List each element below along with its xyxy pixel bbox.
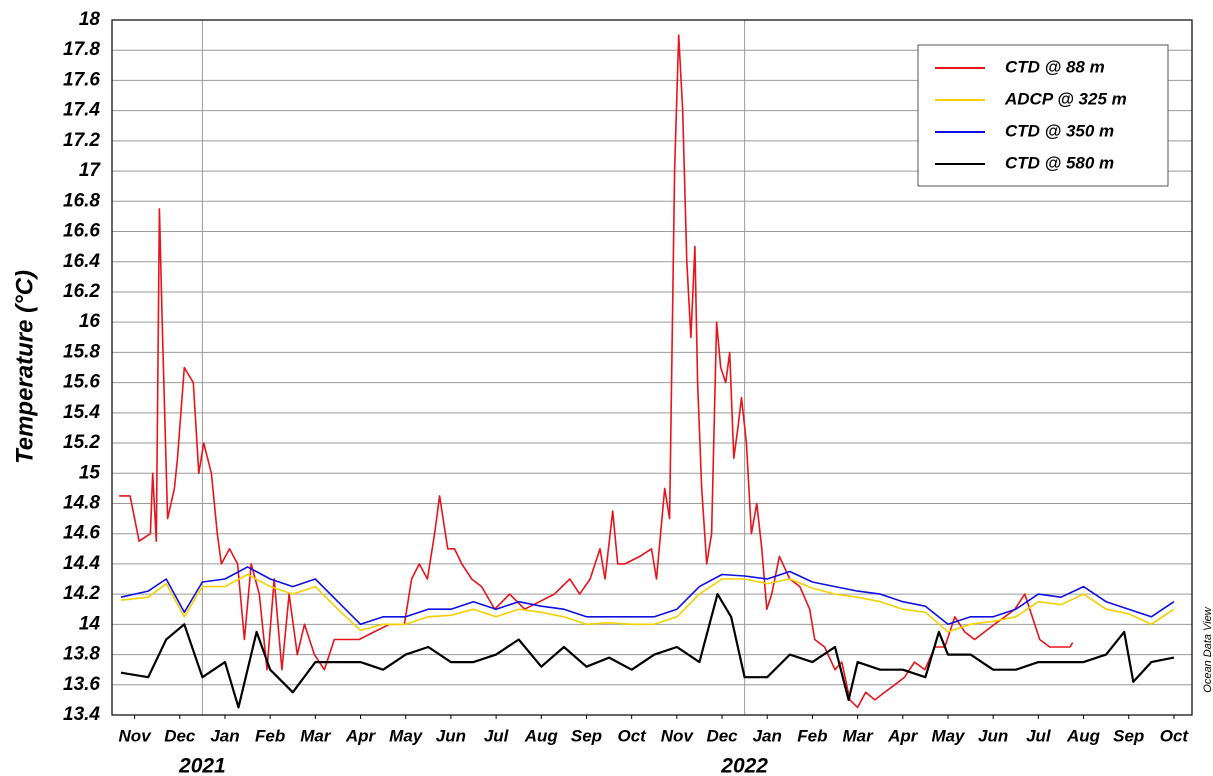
x-tick-label: Nov [661,726,695,745]
legend-label: ADCP @ 325 m [1004,89,1127,108]
x-tick-label: Jul [1026,726,1052,745]
x-tick-label: Oct [1160,726,1190,745]
y-tick-label: 16.2 [63,281,100,302]
x-tick-label: Mar [300,726,332,745]
y-tick-label: 13.4 [63,704,100,725]
y-axis-title: Temperature (°C) [11,270,38,464]
y-tick-label: 14.2 [63,583,100,604]
y-tick-label: 17.6 [63,69,100,90]
series-line [120,566,1175,626]
x-tick-label: Jun [436,726,466,745]
x-tick-label: Sep [571,726,602,745]
x-tick-label: Nov [119,726,153,745]
x-tick-label: Feb [255,726,285,745]
x-tick-label: Dec [706,726,738,745]
year-label: 2021 [178,755,226,776]
x-tick-label: May [389,726,424,745]
x-tick-label: Jan [753,726,782,745]
series-line [120,573,1175,633]
watermark: Ocean Data View [1202,606,1213,692]
y-tick-label: 16.4 [63,251,100,272]
x-tick-label: Apr [887,726,919,745]
y-tick-label: 17 [79,160,102,181]
plot-frame [111,19,1193,716]
y-tick-label: 13.8 [63,644,100,665]
legend-label: CTD @ 88 m [1005,57,1105,76]
x-tick-label: May [931,726,966,745]
legend-label: CTD @ 350 m [1005,121,1114,140]
y-tick-label: 18 [79,9,101,30]
legend-label: CTD @ 580 m [1005,153,1114,172]
year-label: 2022 [720,755,768,776]
x-tick-label: Mar [842,726,874,745]
x-tick-label: Apr [345,726,377,745]
y-tick-label: 15.6 [63,372,100,393]
y-tick-label: 14.8 [63,492,100,513]
x-tick-label: Oct [617,726,647,745]
y-tick-label: 17.4 [63,100,100,121]
series-line [119,34,1074,709]
y-tick-label: 16.8 [63,190,100,211]
x-tick-label: Sep [1113,726,1144,745]
x-tick-label: Jan [210,726,239,745]
y-tick-label: 16 [79,311,101,332]
x-tick-label: Dec [164,726,196,745]
y-tick-label: 14 [79,613,101,634]
y-tick-label: 17.8 [63,39,100,60]
legend: CTD @ 88 m ADCP @ 325 m CTD @ 350 m CTD @ 5… [917,44,1169,187]
y-tick-label: 15 [79,462,101,483]
x-tick-label: Jun [978,726,1008,745]
y-tick-label: 14.4 [63,553,100,574]
series-line [120,593,1175,709]
y-tick-label: 15.4 [63,402,100,423]
y-tick-label: 15.8 [63,341,100,362]
x-tick-label: Aug [1066,726,1101,745]
x-tick-label: Aug [524,726,559,745]
y-tick-label: 15.2 [63,432,100,453]
x-tick-label: Jul [484,726,510,745]
y-tick-label: 17.2 [63,130,100,151]
y-tick-label: 13.6 [63,674,100,695]
y-tick-label: 14.6 [63,523,100,544]
y-tick-label: 16.6 [63,221,100,242]
x-tick-label: Feb [797,726,827,745]
